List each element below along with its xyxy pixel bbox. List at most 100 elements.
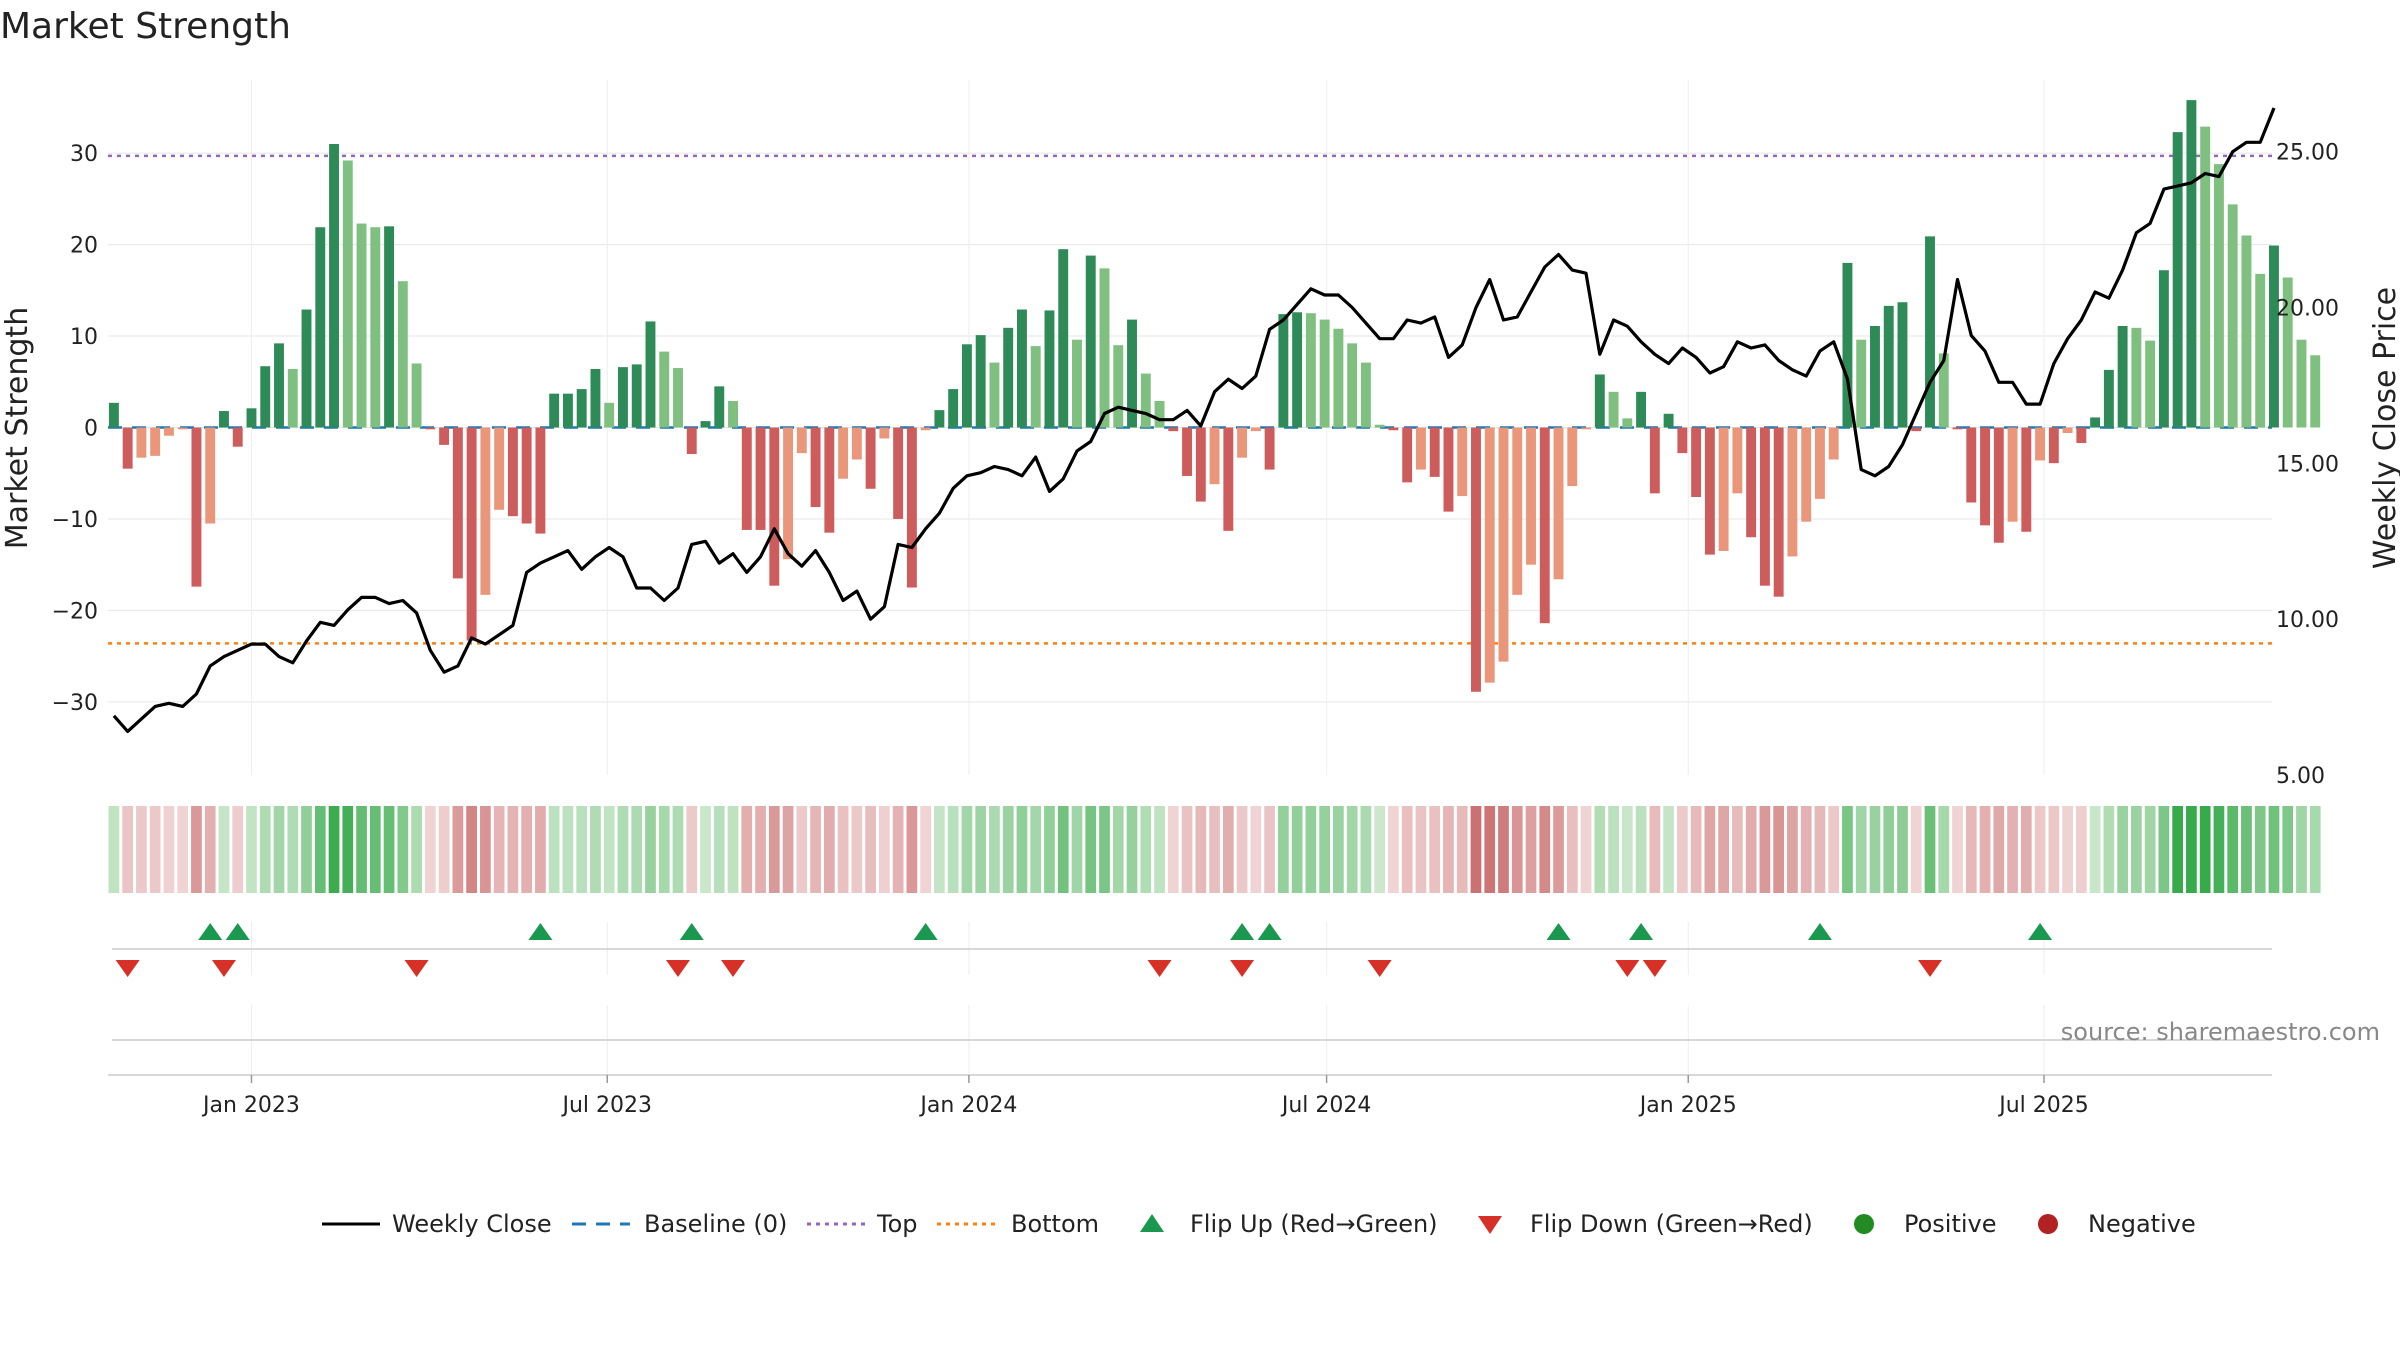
- heat-cell: [1828, 806, 1840, 893]
- heat-cell: [177, 806, 189, 893]
- heat-cell: [122, 806, 134, 893]
- heat-cell: [2089, 806, 2101, 893]
- heat-cell: [1195, 806, 1207, 893]
- bar-negative: [1512, 427, 1523, 595]
- bar-negative: [1553, 427, 1564, 580]
- heat-cell: [2296, 806, 2307, 893]
- heat-cell: [2309, 806, 2321, 893]
- heat-cell: [136, 806, 147, 893]
- heat-cell: [2268, 806, 2280, 893]
- bar-negative: [1457, 427, 1468, 497]
- bar-positive: [590, 368, 601, 428]
- heat-cell: [328, 806, 340, 893]
- bar-negative: [2035, 427, 2046, 461]
- bar-negative: [1691, 427, 1702, 497]
- heat-cell: [1924, 806, 1936, 893]
- heat-cell: [2075, 806, 2087, 893]
- bar-positive: [1016, 309, 1027, 428]
- heat-cell: [713, 806, 725, 893]
- bar-positive: [1127, 319, 1137, 428]
- flip-up-marker: [1257, 923, 1282, 940]
- heat-cell: [1333, 806, 1344, 893]
- heat-cell: [1264, 806, 1275, 893]
- heat-cell: [947, 806, 959, 893]
- bar-positive: [2213, 164, 2224, 428]
- y-right-tick-label: 25.00: [2276, 141, 2339, 166]
- y-left-tick-label: 0: [84, 417, 98, 442]
- heat-cell: [934, 806, 945, 893]
- heat-cell: [562, 806, 574, 893]
- heat-cell: [1869, 806, 1881, 893]
- heat-cell: [246, 806, 257, 893]
- bar-negative: [1264, 427, 1275, 470]
- bar-positive: [975, 335, 986, 428]
- bar-negative: [480, 427, 491, 595]
- bar-negative: [1539, 427, 1550, 624]
- bar-positive: [1856, 339, 1867, 428]
- bar-negative: [2007, 427, 2018, 522]
- heat-cell: [521, 806, 533, 893]
- bar-positive: [2296, 339, 2307, 428]
- heat-cell: [1374, 806, 1386, 893]
- y-right-axis-label: Weekly Close Price: [2368, 287, 2400, 569]
- flip-up-marker: [1546, 923, 1571, 940]
- heat-cell: [1498, 806, 1509, 893]
- heat-cell: [301, 806, 312, 893]
- heat-cell: [1319, 806, 1331, 893]
- heat-cell: [1759, 806, 1771, 893]
- legend-flip-down-icon: [1478, 1216, 1502, 1234]
- heat-cell: [1676, 806, 1688, 893]
- heat-cell: [2227, 806, 2239, 893]
- heat-cell: [1456, 806, 1468, 893]
- bar-positive: [645, 321, 656, 428]
- y-right-tick-label: 20.00: [2276, 297, 2339, 322]
- heat-cell: [232, 806, 244, 893]
- bar-positive: [219, 411, 229, 428]
- heat-cell: [837, 806, 849, 893]
- heat-cell: [2158, 806, 2170, 893]
- flip-up-marker: [225, 923, 250, 940]
- bar-positive: [1883, 305, 1894, 428]
- heat-cell: [975, 806, 987, 893]
- heat-cell: [507, 806, 519, 893]
- heat-cell: [1690, 806, 1702, 893]
- bar-positive: [1085, 255, 1096, 428]
- y-left-tick-label: 20: [70, 234, 98, 259]
- heat-cell: [1291, 806, 1303, 893]
- bar-negative: [865, 427, 876, 489]
- bar-negative: [920, 427, 931, 431]
- heat-cell: [287, 806, 299, 893]
- bar-positive: [1347, 343, 1358, 428]
- bar-negative: [425, 427, 436, 430]
- heat-cell: [920, 806, 932, 893]
- bar-positive: [631, 364, 642, 428]
- bar-negative: [2076, 427, 2087, 444]
- bar-negative: [452, 427, 463, 579]
- bar-positive: [2090, 417, 2101, 428]
- bar-negative: [879, 427, 890, 439]
- heat-cell: [493, 806, 505, 893]
- heat-cell: [1360, 806, 1372, 893]
- heat-cell: [1800, 806, 1812, 893]
- bar-negative: [494, 427, 505, 510]
- heat-cell: [1897, 806, 1908, 893]
- bar-positive: [1099, 268, 1110, 428]
- heat-cell: [342, 806, 354, 893]
- legend-label: Positive: [1904, 1210, 1997, 1238]
- bar-negative: [810, 427, 821, 508]
- bar-negative: [1993, 427, 2004, 543]
- heat-cell: [906, 806, 918, 893]
- bar-positive: [673, 368, 683, 428]
- heat-cell: [1883, 806, 1895, 893]
- heat-cell: [1167, 806, 1179, 893]
- bar-positive: [2310, 355, 2321, 428]
- heat-cell: [810, 806, 821, 893]
- bar-negative: [466, 427, 477, 641]
- bar-negative: [1526, 427, 1536, 565]
- heat-cell: [631, 806, 643, 893]
- heat-cell: [865, 806, 876, 893]
- bar-negative: [1704, 427, 1715, 555]
- heat-cell: [1057, 806, 1069, 893]
- bar-negative: [177, 427, 188, 430]
- heat-cell: [1525, 806, 1537, 893]
